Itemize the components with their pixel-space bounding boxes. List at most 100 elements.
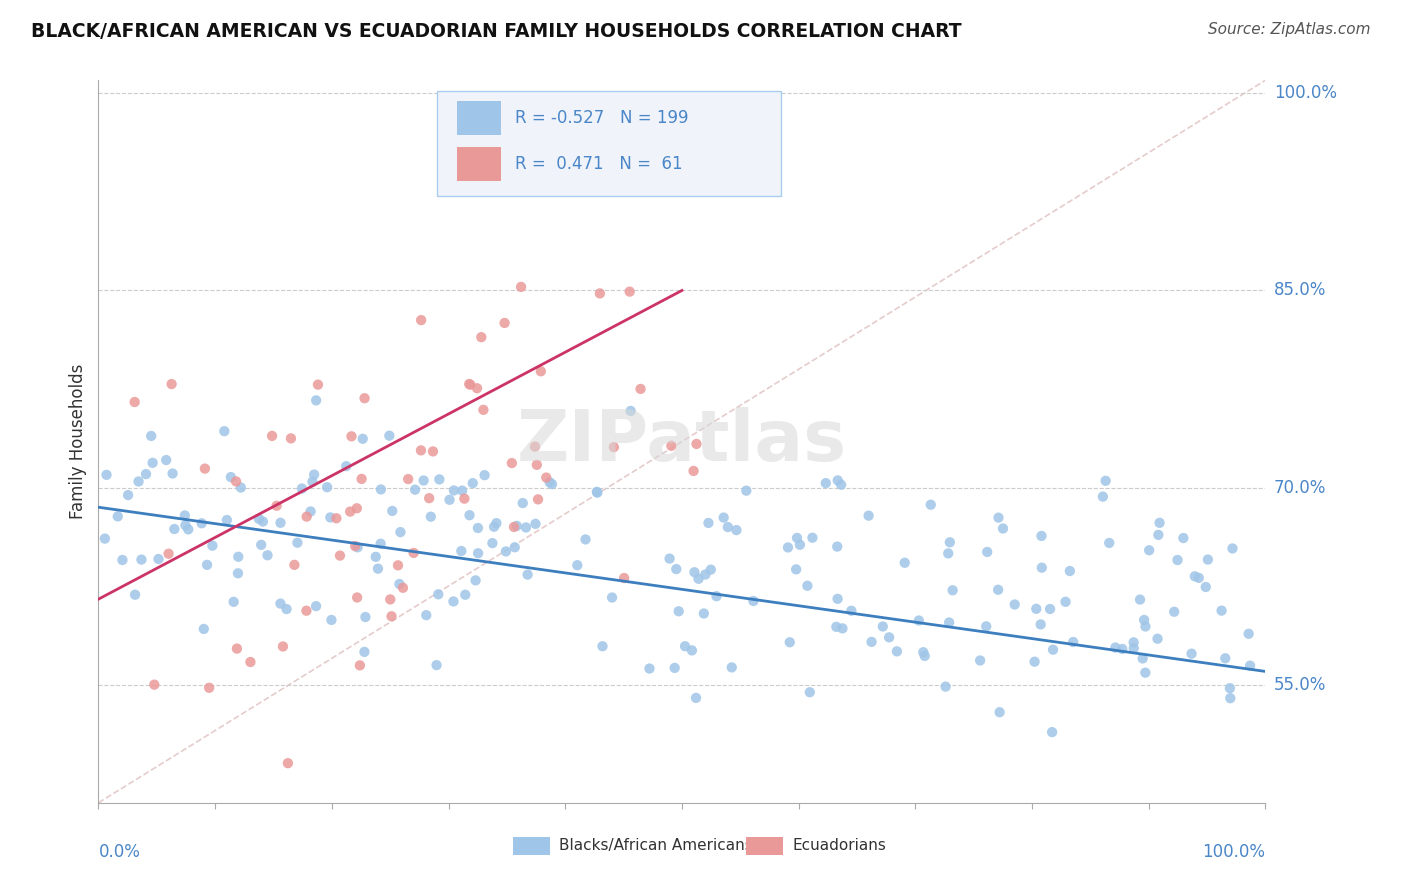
Point xyxy=(131,552,153,566)
Point xyxy=(938,615,960,630)
Point xyxy=(799,685,821,699)
Point xyxy=(350,472,373,486)
Point xyxy=(439,492,461,507)
Point xyxy=(155,453,177,467)
Point xyxy=(825,540,848,554)
Point xyxy=(1149,516,1171,530)
Point xyxy=(174,518,197,533)
Point xyxy=(619,285,641,299)
Point xyxy=(638,661,661,675)
Point xyxy=(201,539,224,553)
Point xyxy=(163,522,186,536)
Point xyxy=(1094,474,1116,488)
Point xyxy=(693,607,716,621)
Text: Ecuadorians: Ecuadorians xyxy=(793,838,887,854)
Point xyxy=(295,604,318,618)
Text: 100.0%: 100.0% xyxy=(1202,843,1265,861)
Point xyxy=(427,472,450,486)
Point xyxy=(725,523,748,537)
Point xyxy=(346,501,368,516)
FancyBboxPatch shape xyxy=(437,91,782,196)
Point xyxy=(1197,552,1219,566)
Point xyxy=(1188,571,1211,585)
Point xyxy=(920,498,942,512)
Point xyxy=(512,496,534,510)
Point xyxy=(1211,604,1233,618)
Point xyxy=(1031,560,1053,574)
Point xyxy=(141,429,163,443)
Point xyxy=(260,429,283,443)
Point xyxy=(524,440,547,454)
Point xyxy=(370,483,392,497)
Point xyxy=(276,602,298,616)
Point xyxy=(340,429,363,443)
Point xyxy=(1133,613,1156,627)
Point xyxy=(1213,651,1236,665)
Point xyxy=(697,516,720,530)
Point xyxy=(269,516,291,530)
Point xyxy=(814,476,837,491)
Point xyxy=(735,483,758,498)
Point xyxy=(1040,725,1063,739)
Point xyxy=(630,382,652,396)
Point xyxy=(215,513,238,527)
Point xyxy=(524,516,547,531)
Point xyxy=(664,661,686,675)
Point xyxy=(682,464,704,478)
Point xyxy=(346,591,368,605)
Point xyxy=(1239,658,1261,673)
Point xyxy=(939,535,962,549)
Point xyxy=(825,620,848,634)
Point xyxy=(142,456,165,470)
Text: 85.0%: 85.0% xyxy=(1274,282,1326,300)
Point xyxy=(683,566,706,580)
Point xyxy=(143,678,166,692)
Point xyxy=(586,485,609,500)
Text: ZIPatlas: ZIPatlas xyxy=(517,407,846,476)
Point xyxy=(454,588,477,602)
Point xyxy=(503,541,526,555)
Point xyxy=(1237,627,1260,641)
Point xyxy=(117,488,139,502)
Point xyxy=(776,541,799,555)
Point xyxy=(827,591,849,606)
Point xyxy=(1104,640,1126,655)
Point xyxy=(494,316,516,330)
Point xyxy=(516,567,538,582)
Point xyxy=(827,474,849,488)
Point xyxy=(742,594,765,608)
Point xyxy=(1180,647,1202,661)
Point xyxy=(392,581,415,595)
Point xyxy=(427,587,450,601)
Text: 100.0%: 100.0% xyxy=(1274,85,1337,103)
Point xyxy=(107,509,129,524)
Point xyxy=(1222,541,1244,556)
Point xyxy=(974,619,997,633)
Point xyxy=(872,619,894,633)
Point xyxy=(472,402,495,417)
Point xyxy=(370,537,392,551)
Point xyxy=(222,595,245,609)
Point xyxy=(779,635,801,649)
Point xyxy=(94,532,117,546)
Point xyxy=(1042,642,1064,657)
Point xyxy=(1059,564,1081,578)
Point xyxy=(831,621,853,635)
Point xyxy=(482,520,505,534)
Point xyxy=(418,491,440,506)
Bar xyxy=(457,147,501,181)
Text: 55.0%: 55.0% xyxy=(1274,675,1326,694)
Point xyxy=(1135,619,1157,633)
Point xyxy=(380,592,402,607)
Point xyxy=(685,690,707,705)
Point xyxy=(713,510,735,524)
Point xyxy=(219,470,242,484)
Point xyxy=(415,608,437,623)
Point xyxy=(465,381,488,395)
Point xyxy=(495,544,517,558)
Point xyxy=(409,443,432,458)
Point xyxy=(381,504,404,518)
Point xyxy=(1098,536,1121,550)
Point xyxy=(364,549,387,564)
Point xyxy=(603,440,626,454)
